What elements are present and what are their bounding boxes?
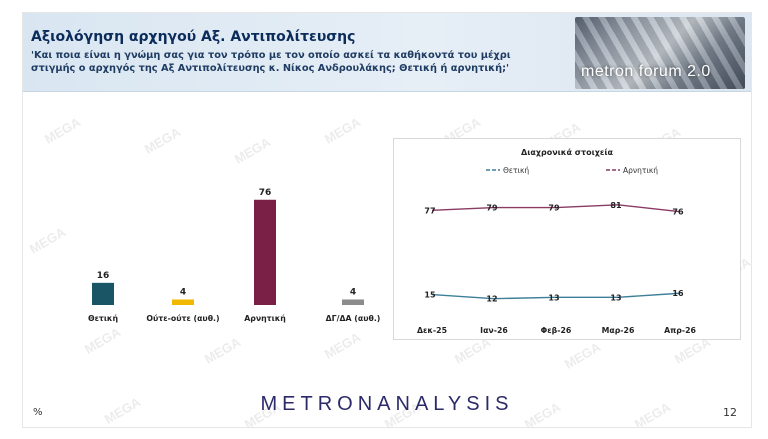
page-title: Αξιολόγηση αρχηγού Αξ. Αντιπολίτευσης (31, 29, 356, 45)
point-value-label: 79 (548, 204, 560, 213)
bar-value-label: 76 (259, 188, 272, 198)
bar-category-label: Θετική (88, 314, 118, 323)
bar-value-label: 4 (350, 287, 356, 297)
x-tick-label: Φεβ-26 (541, 326, 572, 335)
bar-category-label: Αρνητική (244, 314, 286, 323)
point-value-label: 77 (424, 206, 435, 215)
line-chart-title: Διαχρονικά στοιχεία (521, 147, 613, 157)
logo-pattern (575, 17, 745, 89)
metron-forum-logo: metron forum 2.0 (575, 17, 745, 89)
bar-value-label: 4 (180, 287, 186, 297)
point-value-label: 76 (672, 208, 684, 217)
legend-label: Θετική (503, 166, 529, 175)
x-tick-label: Δεκ-25 (417, 326, 447, 335)
trend-panel: Διαχρονικά στοιχεία Θετική Αρνητική 15 12 13 1… (393, 138, 741, 340)
point-value-label: 79 (486, 204, 498, 213)
point-value-label: 16 (672, 289, 684, 298)
point-value-label: 13 (610, 293, 621, 302)
logo-text: metron forum 2.0 (581, 63, 711, 80)
x-tick-label: Μαρ-26 (602, 326, 635, 335)
page-number: 12 (723, 406, 737, 419)
bar (342, 299, 364, 305)
point-value-label: 15 (424, 291, 436, 300)
bar-category-label: ΔΓ/ΔΑ (αυθ.) (326, 314, 381, 323)
bar (254, 199, 276, 305)
x-tick-label: Απρ-26 (664, 326, 696, 335)
bar-chart: 16 Θετική 4 Ούτε-ούτε (αυθ.) 76 Αρνητική 4 ΔΓ/Δ… (88, 188, 381, 323)
series-line (431, 204, 681, 213)
line-chart: Διαχρονικά στοιχεία Θετική Αρνητική 15 12 13 1… (417, 147, 696, 335)
question-text: 'Και ποια είναι η γνώμη σας για τον τρόπ… (31, 50, 511, 74)
brand-logo: METRONANALYSIS (260, 393, 514, 415)
legend-label: Αρνητική (623, 166, 658, 175)
bar-category-label: Ούτε-ούτε (αυθ.) (146, 314, 219, 323)
unit-label: % (33, 407, 43, 418)
bar-value-label: 16 (97, 271, 110, 281)
point-value-label: 81 (610, 201, 622, 210)
watermark-mark: MEGA (561, 339, 604, 372)
point-value-label: 13 (548, 293, 559, 302)
series-line (431, 292, 681, 300)
point-value-label: 12 (486, 295, 497, 304)
bar (172, 299, 194, 305)
slide: Αξιολόγηση αρχηγού Αξ. Αντιπολίτευσης 'Κ… (22, 12, 752, 428)
header-banner: Αξιολόγηση αρχηγού Αξ. Αντιπολίτευσης 'Κ… (23, 13, 751, 92)
bar (92, 282, 114, 305)
x-tick-label: Ιαν-26 (480, 326, 508, 335)
watermark-mark: MEGA (201, 334, 244, 367)
watermark-mark: MEGA (321, 329, 364, 362)
